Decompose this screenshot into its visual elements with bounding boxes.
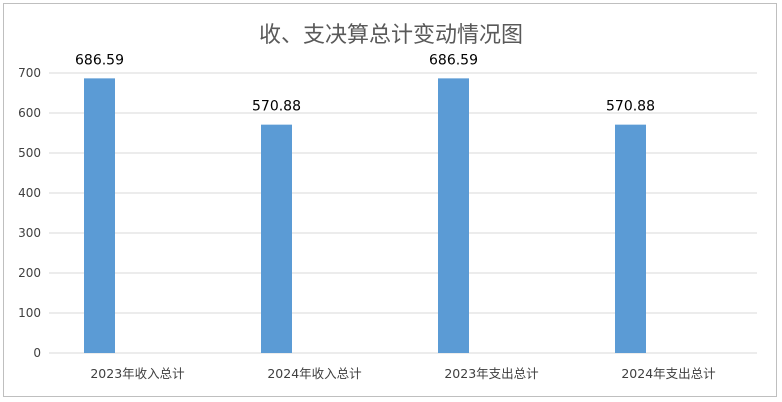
x-category-label: 2023年收入总计 <box>90 366 184 381</box>
x-axis-categories: 2023年收入总计 2024年收入总计 2023年支出总计 2024年支出总计 <box>90 366 715 381</box>
y-tick-label: 200 <box>18 266 41 280</box>
y-tick-label: 0 <box>33 346 41 360</box>
y-tick-label: 600 <box>18 106 41 120</box>
y-axis-ticks: 0 100 200 300 400 500 600 700 <box>18 66 41 360</box>
bar <box>261 124 292 353</box>
bar <box>438 78 469 353</box>
y-tick-label: 100 <box>18 306 41 320</box>
data-label: 570.88 <box>252 99 301 115</box>
data-label: 570.88 <box>606 99 655 115</box>
y-tick-label: 300 <box>18 226 41 240</box>
x-category-label: 2024年支出总计 <box>621 366 715 381</box>
bars <box>84 78 646 353</box>
bar <box>615 124 646 353</box>
data-label: 686.59 <box>429 52 478 68</box>
y-tick-label: 400 <box>18 186 41 200</box>
chart-title: 收、支决算总计变动情况图 <box>259 23 523 48</box>
y-tick-label: 500 <box>18 146 41 160</box>
y-tick-label: 700 <box>18 66 41 80</box>
x-category-label: 2024年收入总计 <box>267 366 361 381</box>
data-labels: 686.59 570.88 686.59 570.88 <box>75 52 655 114</box>
x-category-label: 2023年支出总计 <box>444 366 538 381</box>
gridlines <box>49 72 757 354</box>
chart-frame <box>3 3 777 397</box>
data-label: 686.59 <box>75 52 124 68</box>
bar <box>84 78 115 353</box>
